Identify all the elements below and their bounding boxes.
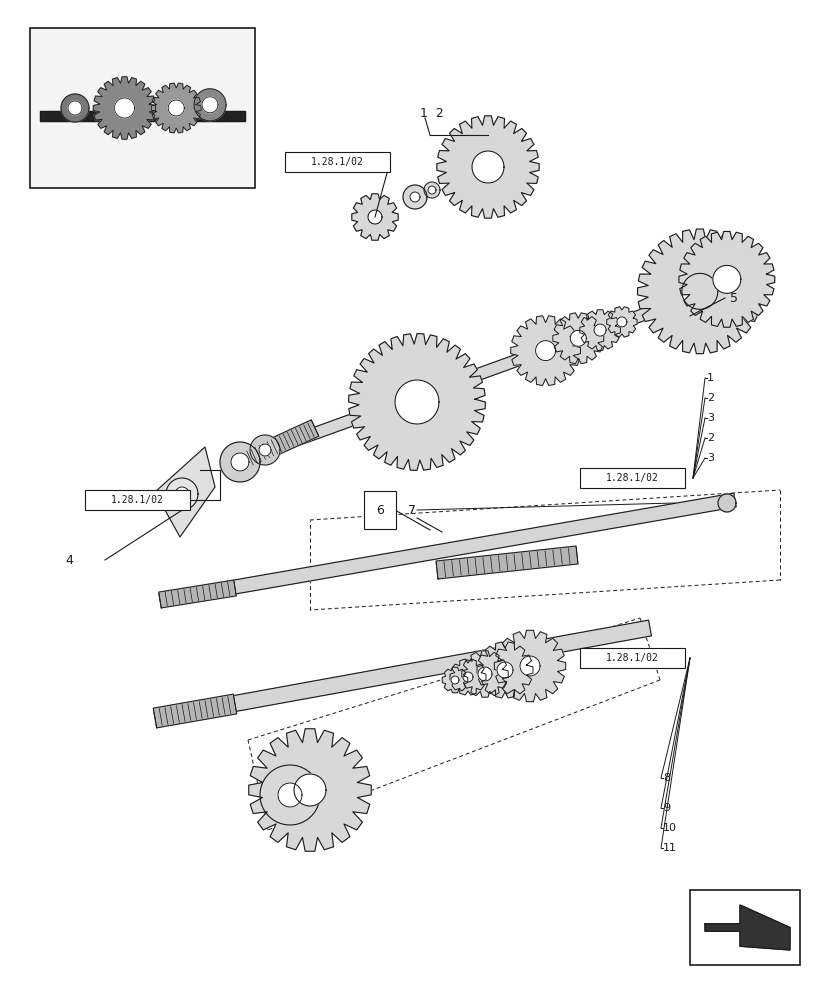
Text: 1  2: 1 2 (419, 107, 443, 120)
Text: 3: 3 (706, 413, 713, 423)
Polygon shape (681, 273, 717, 309)
Polygon shape (151, 83, 201, 133)
Text: 2: 2 (706, 433, 713, 443)
Polygon shape (114, 98, 134, 118)
Polygon shape (168, 100, 184, 116)
Polygon shape (461, 651, 508, 697)
Text: 1: 1 (706, 373, 713, 383)
Text: 9: 9 (662, 803, 669, 813)
Text: 1.28.1/02: 1.28.1/02 (111, 495, 164, 505)
Text: 1.28.1/02: 1.28.1/02 (311, 157, 364, 167)
Polygon shape (637, 229, 761, 354)
Polygon shape (570, 330, 586, 346)
Text: 7: 7 (408, 504, 415, 516)
Text: 10: 10 (662, 823, 676, 833)
Text: 1.28.1/02: 1.28.1/02 (605, 473, 658, 483)
Text: 3: 3 (706, 453, 713, 463)
Polygon shape (246, 420, 318, 466)
Polygon shape (510, 316, 580, 385)
Polygon shape (202, 97, 218, 113)
Polygon shape (166, 478, 198, 510)
FancyBboxPatch shape (579, 468, 684, 488)
Polygon shape (367, 210, 381, 224)
Polygon shape (428, 186, 436, 194)
Polygon shape (423, 182, 439, 198)
Polygon shape (717, 494, 735, 512)
Polygon shape (93, 77, 155, 139)
FancyBboxPatch shape (30, 28, 255, 188)
Text: 6: 6 (375, 504, 384, 516)
Text: 1.28.1/02: 1.28.1/02 (605, 653, 658, 663)
Polygon shape (253, 299, 672, 461)
Polygon shape (194, 89, 226, 121)
Polygon shape (579, 310, 619, 350)
Polygon shape (403, 185, 427, 209)
Polygon shape (450, 659, 485, 695)
Polygon shape (462, 672, 472, 682)
Text: 5: 5 (729, 292, 737, 304)
FancyBboxPatch shape (85, 490, 189, 510)
Polygon shape (477, 667, 491, 681)
Polygon shape (174, 487, 189, 501)
Polygon shape (348, 334, 485, 470)
Polygon shape (159, 580, 236, 608)
Polygon shape (159, 493, 735, 607)
Polygon shape (153, 694, 237, 728)
Polygon shape (451, 676, 458, 684)
Polygon shape (259, 444, 270, 456)
Polygon shape (40, 111, 245, 121)
Polygon shape (678, 231, 774, 327)
Polygon shape (394, 380, 438, 424)
Polygon shape (594, 324, 605, 336)
Polygon shape (231, 453, 249, 471)
Polygon shape (442, 667, 467, 693)
Polygon shape (436, 546, 577, 579)
FancyBboxPatch shape (579, 648, 684, 668)
Polygon shape (496, 662, 513, 678)
Text: 2: 2 (706, 393, 713, 403)
Text: 4: 4 (65, 554, 73, 566)
Polygon shape (616, 317, 626, 327)
Polygon shape (68, 101, 82, 115)
Polygon shape (153, 620, 651, 726)
Polygon shape (248, 729, 370, 851)
Polygon shape (535, 341, 555, 361)
Polygon shape (437, 116, 538, 218)
Polygon shape (471, 151, 504, 183)
Polygon shape (260, 765, 319, 825)
Polygon shape (294, 774, 326, 806)
Polygon shape (519, 656, 539, 676)
Polygon shape (220, 442, 260, 482)
FancyBboxPatch shape (689, 890, 799, 965)
Polygon shape (250, 435, 280, 465)
Polygon shape (155, 447, 215, 537)
Polygon shape (476, 642, 533, 698)
Polygon shape (494, 630, 565, 702)
Polygon shape (704, 905, 789, 950)
Polygon shape (552, 313, 603, 364)
FancyBboxPatch shape (284, 152, 390, 172)
Polygon shape (409, 192, 419, 202)
Polygon shape (351, 194, 398, 240)
Polygon shape (606, 307, 636, 337)
Polygon shape (712, 265, 740, 293)
Polygon shape (61, 94, 88, 122)
Text: 8: 8 (662, 773, 669, 783)
Text: 11: 11 (662, 843, 676, 853)
Polygon shape (278, 783, 302, 807)
